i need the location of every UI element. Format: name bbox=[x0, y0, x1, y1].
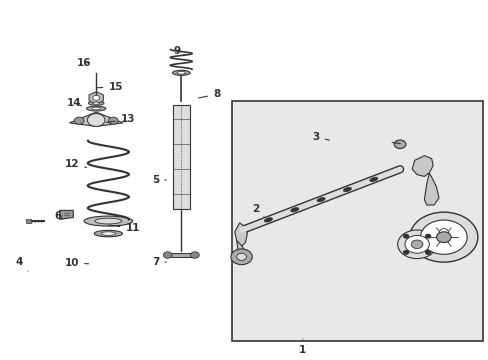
Ellipse shape bbox=[343, 187, 351, 192]
Ellipse shape bbox=[264, 218, 272, 222]
Circle shape bbox=[403, 234, 407, 238]
Circle shape bbox=[409, 212, 477, 262]
Text: 11: 11 bbox=[108, 223, 140, 233]
Circle shape bbox=[190, 252, 199, 258]
Ellipse shape bbox=[93, 102, 100, 104]
Text: 3: 3 bbox=[312, 132, 328, 142]
Bar bbox=[26, 219, 30, 223]
Text: 15: 15 bbox=[96, 82, 122, 92]
Text: 5: 5 bbox=[152, 175, 166, 185]
Ellipse shape bbox=[84, 216, 132, 226]
Ellipse shape bbox=[316, 198, 325, 202]
Bar bbox=[170, 253, 192, 257]
Ellipse shape bbox=[177, 72, 185, 74]
Text: 10: 10 bbox=[64, 258, 88, 268]
Ellipse shape bbox=[95, 218, 122, 224]
Text: 4: 4 bbox=[16, 257, 28, 271]
Circle shape bbox=[410, 240, 422, 249]
Circle shape bbox=[436, 232, 450, 243]
Circle shape bbox=[425, 251, 429, 254]
Text: 2: 2 bbox=[251, 203, 264, 217]
Bar bbox=[172, 105, 190, 208]
Circle shape bbox=[420, 220, 466, 254]
Polygon shape bbox=[234, 223, 247, 246]
Circle shape bbox=[163, 252, 172, 258]
Ellipse shape bbox=[369, 177, 377, 181]
Circle shape bbox=[397, 230, 436, 258]
Polygon shape bbox=[424, 173, 438, 205]
Polygon shape bbox=[69, 112, 122, 126]
Ellipse shape bbox=[94, 230, 122, 237]
Text: 16: 16 bbox=[77, 58, 91, 68]
Ellipse shape bbox=[290, 208, 298, 212]
Circle shape bbox=[108, 117, 118, 124]
Bar bbox=[232, 102, 482, 341]
Polygon shape bbox=[411, 156, 432, 176]
Text: 6: 6 bbox=[55, 211, 62, 221]
Text: 14: 14 bbox=[67, 98, 81, 108]
Text: 13: 13 bbox=[106, 114, 135, 124]
Circle shape bbox=[236, 253, 246, 260]
Circle shape bbox=[403, 251, 407, 254]
Ellipse shape bbox=[88, 101, 104, 105]
Polygon shape bbox=[60, 210, 73, 219]
Text: 1: 1 bbox=[299, 339, 306, 355]
Ellipse shape bbox=[101, 232, 116, 235]
Circle shape bbox=[425, 234, 429, 238]
Text: 12: 12 bbox=[64, 159, 86, 169]
Circle shape bbox=[404, 235, 428, 253]
Ellipse shape bbox=[92, 107, 101, 110]
Text: 7: 7 bbox=[152, 257, 166, 267]
Circle shape bbox=[87, 113, 105, 126]
Text: 9: 9 bbox=[174, 46, 185, 57]
Ellipse shape bbox=[438, 229, 448, 239]
Ellipse shape bbox=[86, 106, 106, 111]
Circle shape bbox=[74, 117, 84, 124]
Circle shape bbox=[393, 140, 405, 149]
Circle shape bbox=[230, 249, 252, 265]
Circle shape bbox=[93, 95, 100, 100]
Polygon shape bbox=[236, 241, 246, 260]
Text: 8: 8 bbox=[198, 89, 220, 99]
Ellipse shape bbox=[172, 70, 190, 75]
